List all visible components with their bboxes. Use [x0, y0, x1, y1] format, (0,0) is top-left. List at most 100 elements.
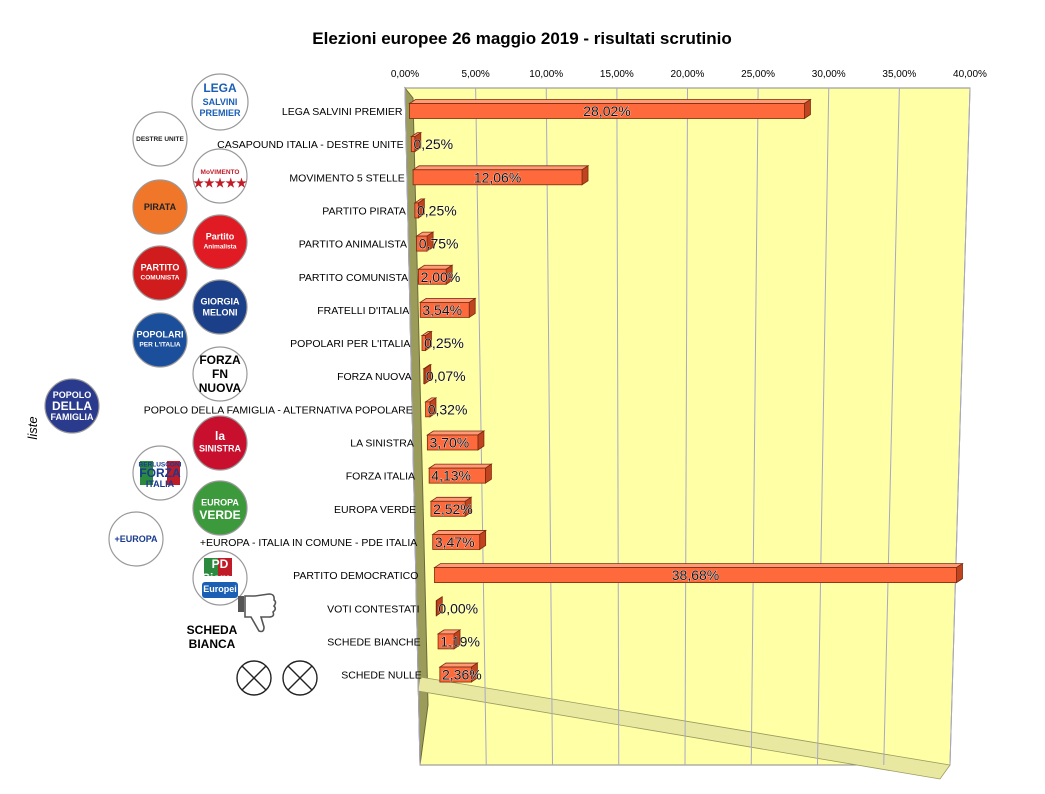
x-tick-label: 30,00% [812, 69, 846, 80]
bar [408, 98, 812, 120]
logo-text: +EUROPA [114, 534, 158, 544]
bar-front [434, 567, 957, 583]
logo-pirata: PIRATA [132, 179, 188, 235]
gridline [883, 87, 900, 766]
bar-front [419, 301, 470, 318]
data-label: 12,06% [474, 169, 521, 185]
category-label: SCHEDE NULLE [341, 670, 422, 682]
bar [433, 562, 964, 584]
bar-front [439, 666, 472, 683]
x-axis-ticks: 0,00% 5,00% 10,00% 15,00% 20,00% 25,00% 30,00%… [391, 69, 987, 80]
logo-circle [132, 245, 188, 301]
logo-circle [192, 415, 248, 471]
logo-text: FORZA [139, 466, 181, 480]
chart-title: Elezioni europee 26 maggio 2019 - risult… [312, 29, 731, 48]
bar [436, 629, 462, 650]
logo-text: SALVINI [203, 97, 238, 107]
logo-text: FAMIGLIA [51, 412, 94, 422]
bars [408, 98, 964, 683]
gridline [949, 87, 971, 766]
cross-circle [236, 660, 272, 696]
category-label: MOVIMENTO 5 STELLE [289, 172, 404, 184]
category-label: SCHEDE BIANCHE [327, 636, 420, 648]
category-label: PARTITO ANIMALISTA [299, 239, 407, 251]
data-label: 0,07% [426, 368, 466, 384]
bar [435, 596, 443, 617]
logo-piueuropa: +EUROPA [108, 511, 164, 567]
x-tick-label: 35,00% [882, 69, 916, 80]
logo-text: SINISTRA [199, 444, 242, 454]
logo-circle [192, 279, 248, 335]
logo-text: PREMIER [199, 108, 241, 118]
bar [426, 430, 486, 451]
data-label: 3,70% [430, 435, 470, 451]
data-label: 38,68% [672, 567, 719, 583]
y-axis-title: liste [25, 416, 40, 439]
data-label: 0,75% [419, 236, 459, 252]
bar [418, 297, 477, 319]
logo-circle [191, 73, 249, 131]
logo-text: BERLUSCONI [139, 462, 182, 469]
x-tick-label: 5,00% [461, 69, 489, 80]
logo-circle [132, 312, 188, 368]
bar-front [412, 169, 583, 186]
data-label: 2,00% [421, 269, 461, 285]
cross-circle [282, 660, 318, 696]
logo-circle [192, 480, 248, 536]
logo-text: Partito [206, 232, 235, 242]
logo-text: DESTRE UNITE [136, 136, 184, 143]
x-tick-label: 15,00% [600, 69, 634, 80]
logo-text: Siamo [202, 571, 238, 585]
category-label: FORZA NUOVA [337, 371, 411, 383]
bar-front [437, 633, 455, 650]
logo-text: POPOLARI [136, 330, 183, 340]
bar-front [432, 534, 481, 550]
data-label: 0,25% [413, 136, 453, 152]
logo-part [167, 461, 180, 485]
logo-text: NUOVA [199, 381, 242, 395]
category-label: +EUROPA - ITALIA IN COMUNE - PDE ITALIA [200, 537, 417, 549]
logo-circle [132, 445, 188, 501]
category-label: PARTITO DEMOCRATICO [293, 570, 418, 582]
bar-front [428, 467, 486, 484]
logo-part [202, 582, 238, 598]
data-label: 3,47% [435, 534, 475, 550]
bar [420, 330, 433, 352]
logo-text: POPOLO [53, 390, 92, 400]
bar-front [414, 202, 419, 219]
data-label: 0,00% [438, 600, 478, 616]
bar-front [423, 368, 426, 385]
cross-line [287, 665, 313, 691]
bar-front [418, 268, 447, 285]
logo-text: SCHEDA [187, 623, 238, 637]
thumbs-down-cuff [238, 596, 244, 612]
x-tick-label: 0,00% [391, 69, 419, 80]
logo-circle [192, 214, 248, 270]
logo-text: PARTITO [141, 263, 180, 273]
logo-part [204, 558, 218, 576]
bar-front [421, 335, 426, 351]
logo-text: EUROPA [201, 498, 239, 508]
crossed-circle-icon [236, 660, 272, 696]
data-label: 3,54% [422, 302, 462, 318]
data-label: 2,52% [433, 501, 473, 517]
data-label: 4,13% [431, 468, 471, 484]
bar-front [409, 103, 805, 119]
bar-front [425, 401, 431, 418]
bar [422, 363, 433, 385]
category-label: PARTITO COMUNISTA [299, 272, 408, 284]
data-label: 2,36% [442, 667, 482, 683]
logo-text: ★★★★★ [193, 176, 247, 190]
gridline [404, 87, 421, 766]
logo-circle [192, 148, 248, 204]
crossed-circle-icon [282, 660, 318, 696]
